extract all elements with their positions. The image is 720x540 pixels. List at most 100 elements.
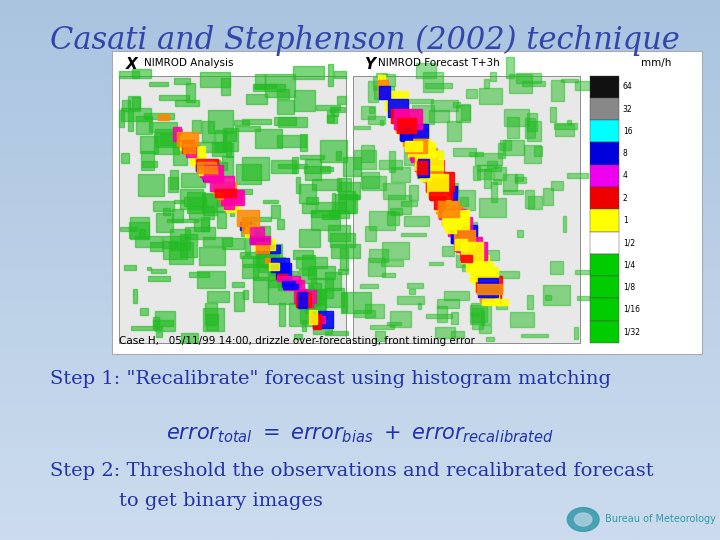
Bar bbox=[400, 121, 407, 140]
Bar bbox=[368, 258, 385, 276]
Bar bbox=[250, 237, 270, 244]
Bar bbox=[334, 71, 346, 78]
Bar bbox=[431, 100, 459, 111]
Bar bbox=[305, 159, 320, 180]
Bar bbox=[221, 78, 230, 94]
Bar bbox=[415, 161, 444, 171]
Bar bbox=[278, 267, 284, 291]
Bar bbox=[297, 289, 306, 307]
Bar bbox=[163, 235, 187, 259]
Bar bbox=[217, 211, 226, 227]
Bar bbox=[400, 132, 413, 140]
Bar bbox=[404, 148, 427, 165]
Bar bbox=[196, 165, 214, 171]
Bar bbox=[132, 69, 150, 78]
Bar bbox=[418, 159, 429, 177]
Bar bbox=[332, 193, 336, 217]
Bar bbox=[307, 266, 335, 279]
Bar bbox=[454, 102, 460, 107]
Bar bbox=[311, 210, 340, 230]
Bar bbox=[528, 196, 542, 209]
Bar bbox=[293, 66, 324, 79]
Bar bbox=[361, 172, 379, 188]
Bar bbox=[510, 312, 534, 327]
Bar bbox=[313, 314, 332, 334]
Bar bbox=[451, 312, 458, 325]
Bar bbox=[521, 81, 545, 86]
Bar bbox=[361, 284, 378, 288]
Bar bbox=[484, 79, 489, 87]
Bar bbox=[242, 217, 271, 220]
Bar bbox=[207, 291, 229, 302]
Bar bbox=[151, 269, 166, 273]
Bar bbox=[478, 279, 498, 296]
Text: Step 2: Threshold the observations and recalibrated forecast: Step 2: Threshold the observations and r… bbox=[50, 462, 654, 480]
Bar bbox=[430, 186, 457, 200]
Bar bbox=[455, 237, 482, 251]
Bar bbox=[370, 325, 395, 329]
Bar bbox=[567, 172, 588, 178]
Bar bbox=[406, 139, 426, 153]
Bar bbox=[399, 122, 412, 137]
Bar bbox=[325, 288, 343, 307]
Bar bbox=[297, 295, 311, 307]
Bar bbox=[504, 109, 528, 126]
Bar bbox=[472, 303, 487, 322]
Bar bbox=[420, 171, 431, 180]
Bar bbox=[392, 109, 409, 123]
Bar bbox=[297, 292, 307, 308]
Bar bbox=[237, 210, 259, 226]
Bar bbox=[407, 134, 410, 139]
Bar bbox=[480, 287, 494, 301]
Bar bbox=[312, 310, 333, 328]
Bar bbox=[148, 123, 177, 132]
Bar bbox=[255, 75, 265, 89]
Bar bbox=[199, 72, 230, 87]
Bar bbox=[294, 90, 315, 111]
Bar bbox=[192, 120, 202, 133]
Bar bbox=[437, 306, 447, 322]
Bar bbox=[254, 239, 276, 249]
Bar bbox=[282, 281, 295, 286]
Text: 32: 32 bbox=[623, 105, 632, 113]
Bar bbox=[300, 184, 316, 203]
Bar bbox=[208, 110, 233, 133]
Bar bbox=[390, 208, 402, 215]
Bar bbox=[192, 158, 199, 166]
Bar bbox=[551, 80, 564, 100]
Bar bbox=[340, 248, 348, 269]
Text: 4: 4 bbox=[623, 171, 628, 180]
Bar bbox=[516, 73, 541, 83]
Bar bbox=[454, 231, 475, 249]
Bar bbox=[232, 282, 243, 287]
Bar bbox=[265, 244, 282, 268]
Bar bbox=[401, 115, 409, 122]
Bar bbox=[183, 144, 194, 153]
Bar bbox=[515, 174, 523, 181]
Bar bbox=[439, 209, 466, 219]
Bar bbox=[148, 276, 171, 281]
Bar bbox=[302, 254, 315, 275]
Bar bbox=[317, 202, 346, 212]
Bar bbox=[401, 123, 415, 143]
Bar bbox=[215, 189, 236, 197]
Bar bbox=[353, 76, 580, 343]
Bar bbox=[254, 84, 276, 89]
Bar bbox=[210, 177, 234, 191]
Bar bbox=[202, 193, 234, 212]
Bar bbox=[242, 119, 271, 124]
Text: 1/16: 1/16 bbox=[623, 305, 640, 314]
Bar bbox=[503, 140, 523, 155]
Bar bbox=[396, 117, 422, 132]
Bar bbox=[367, 116, 384, 124]
Bar bbox=[454, 239, 467, 250]
Bar bbox=[474, 153, 502, 165]
Bar bbox=[300, 307, 315, 322]
Bar bbox=[534, 146, 542, 156]
Bar bbox=[481, 288, 501, 302]
Bar bbox=[438, 206, 463, 216]
Bar bbox=[271, 160, 296, 173]
Bar bbox=[296, 177, 300, 193]
Text: $\mathit{error}_{\mathit{total}}$$\ =\ $$\mathit{error}_{\mathit{bias}}$$\ +\ $$: $\mathit{error}_{\mathit{total}}$$\ =\ $… bbox=[166, 424, 554, 445]
Bar bbox=[503, 174, 517, 191]
